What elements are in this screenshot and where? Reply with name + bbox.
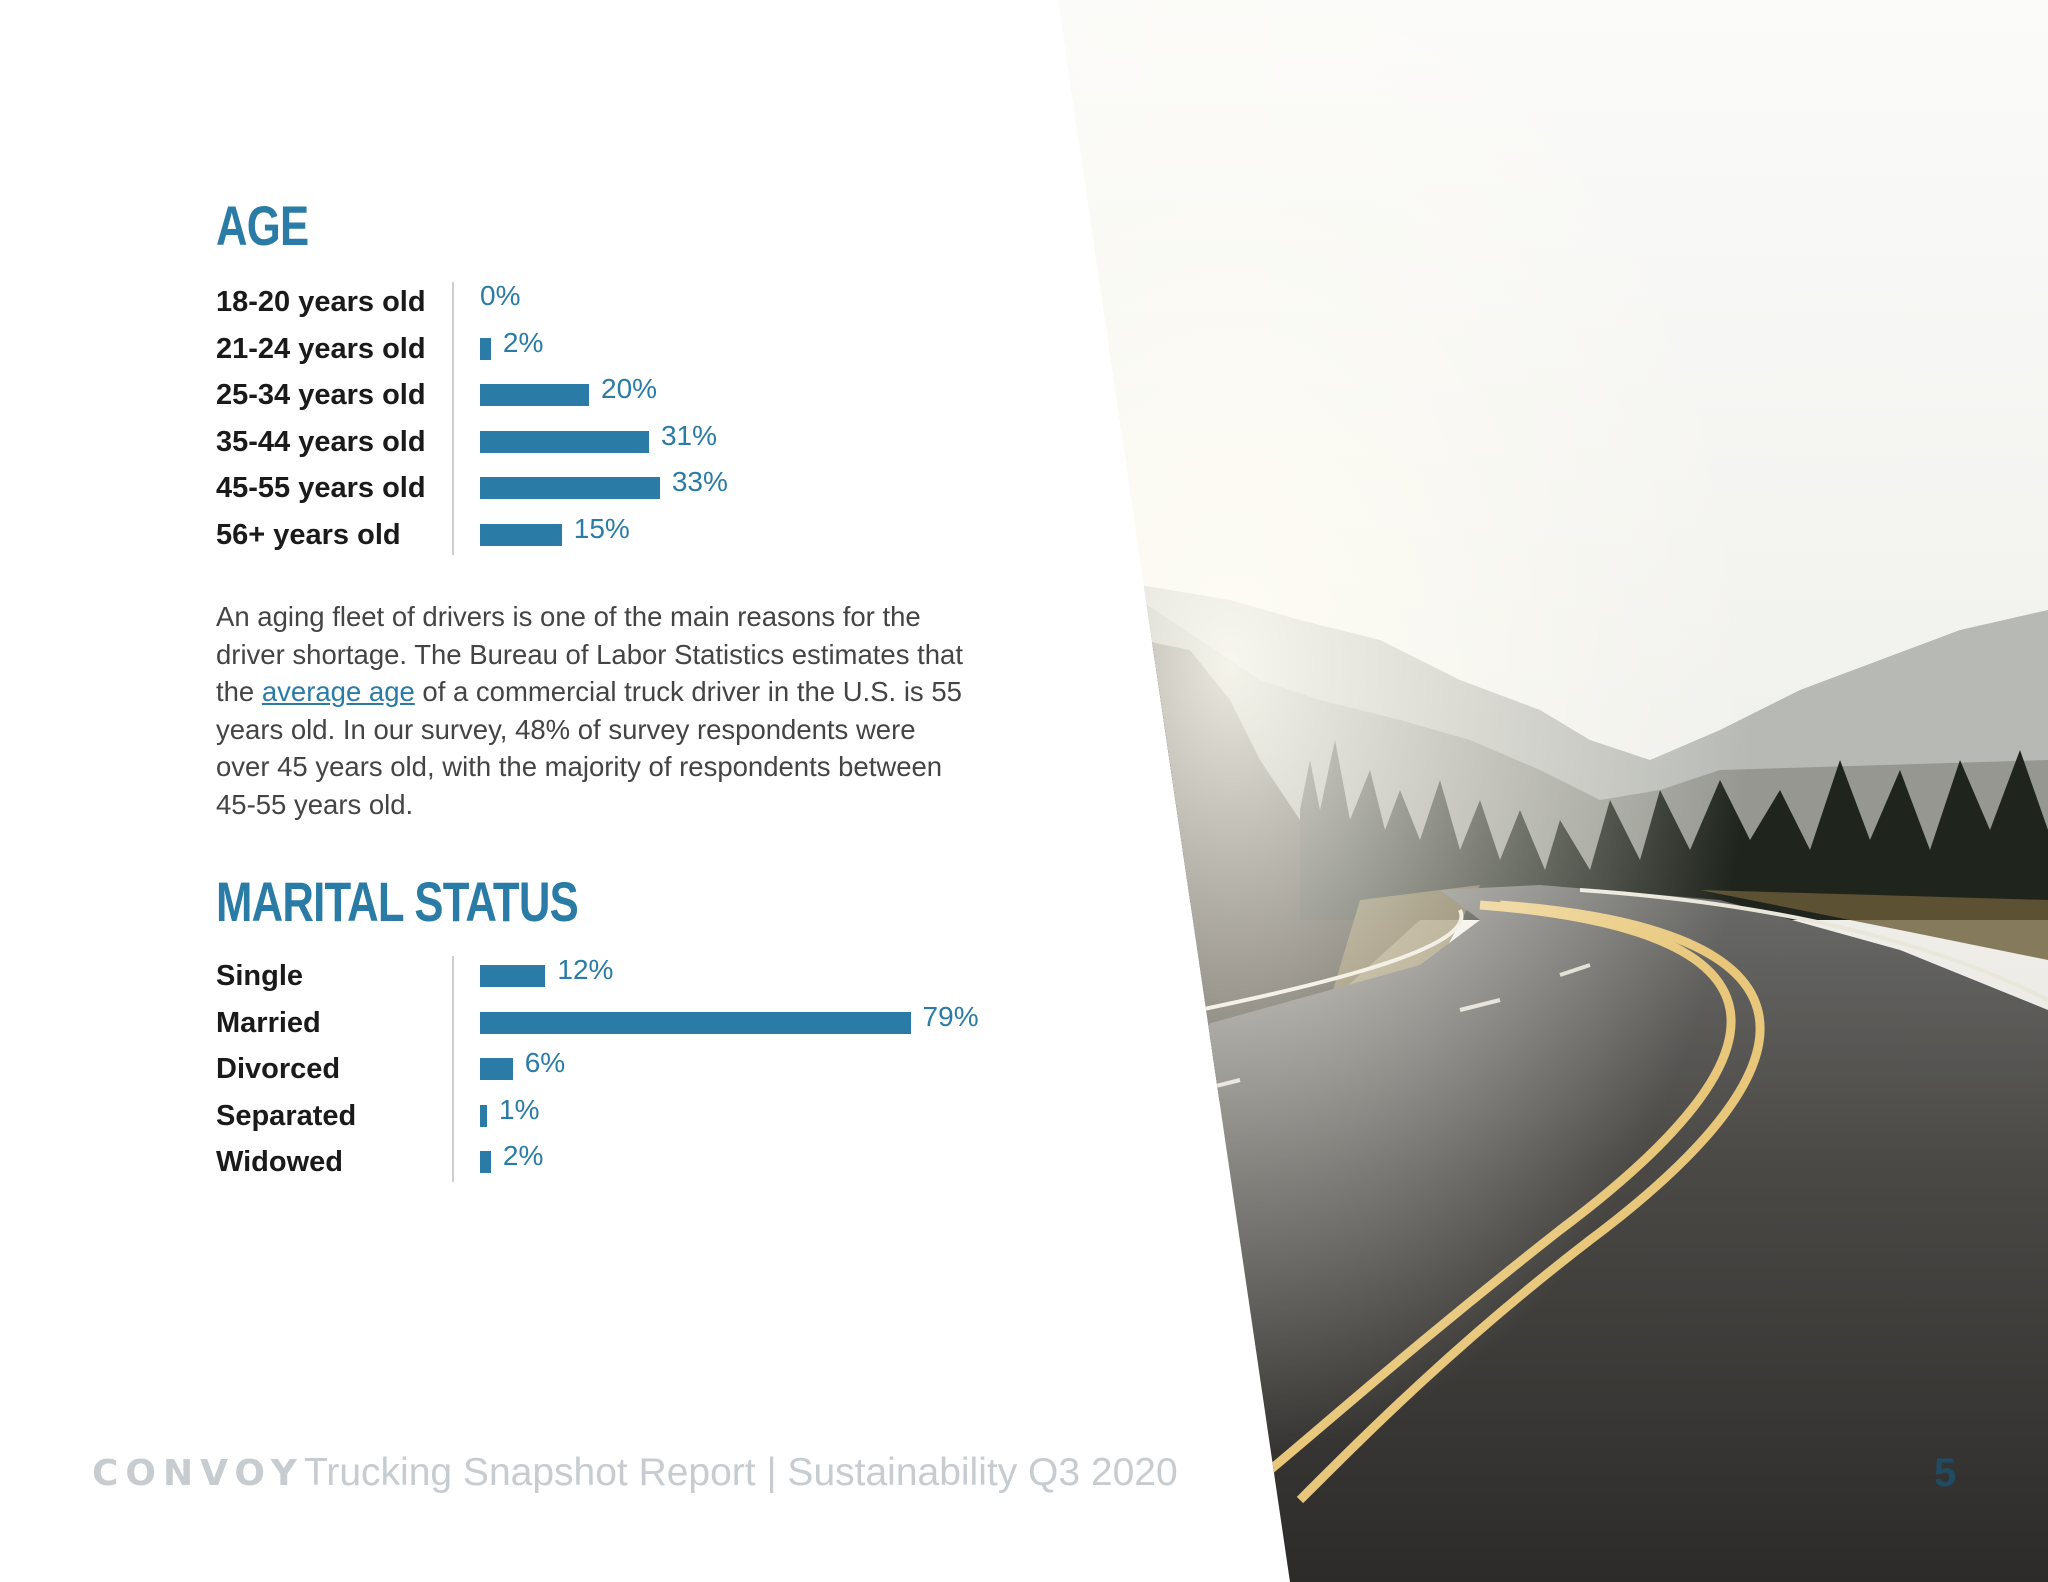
age-section-title: AGE [216,194,309,257]
age-category-label: 56+ years old [216,519,401,551]
marital-value-label: 6% [524,1047,566,1078]
age-bar [480,477,660,500]
marital-category-label: Separated [216,1099,357,1132]
age-bar [480,524,562,546]
age-value-label: 0% [480,280,521,311]
age-axis-line [452,282,454,555]
marital-category-label: Married [216,1006,321,1039]
age-bar [480,430,649,453]
age-value-label: 2% [502,326,544,358]
age-paragraph: An aging fleet of drivers is one of the … [216,598,976,823]
marital-bar [480,1104,487,1127]
marital-value-label: 1% [499,1093,540,1125]
marital-bar [480,1058,513,1080]
age-value-label: 15% [573,513,630,544]
marital-status-section-title: MARITAL STATUS [216,870,579,933]
age-category-label: 35-44 years old [216,425,426,458]
marital-bar [480,965,546,987]
age-category-label: 25-34 years old [216,379,426,412]
age-value-label: 33% [671,466,728,498]
marital-category-label: Divorced [216,1053,341,1085]
age-bar [480,384,589,407]
marital-category-label: Widowed [216,1146,344,1178]
footer-report-title: Trucking Snapshot Report | Sustainabilit… [304,1451,1178,1494]
marital-value-label: 2% [502,1140,544,1171]
marital-value-label: 79% [922,1000,979,1032]
marital-axis-line [452,956,454,1182]
convoy-logo: CONVOY [92,1453,304,1494]
average-age-link[interactable]: average age [261,676,415,707]
marital-bar [480,1011,911,1034]
age-category-label: 18-20 years old [216,286,426,318]
age-value-label: 20% [601,373,658,405]
marital-category-label: Single [216,960,304,992]
marital-bar [480,1151,491,1173]
paragraph-text-after: of a commercial truck driver in the U.S.… [216,676,962,820]
paragraph-text-before: An aging fleet of drivers is one of the … [216,601,963,707]
age-category-label: 21-24 years old [216,332,426,365]
age-value-label: 31% [660,419,717,451]
age-category-label: 45-55 years old [216,472,426,505]
page-number: 5 [1934,1451,1957,1495]
age-bar [480,337,491,360]
marital-value-label: 12% [557,954,614,985]
